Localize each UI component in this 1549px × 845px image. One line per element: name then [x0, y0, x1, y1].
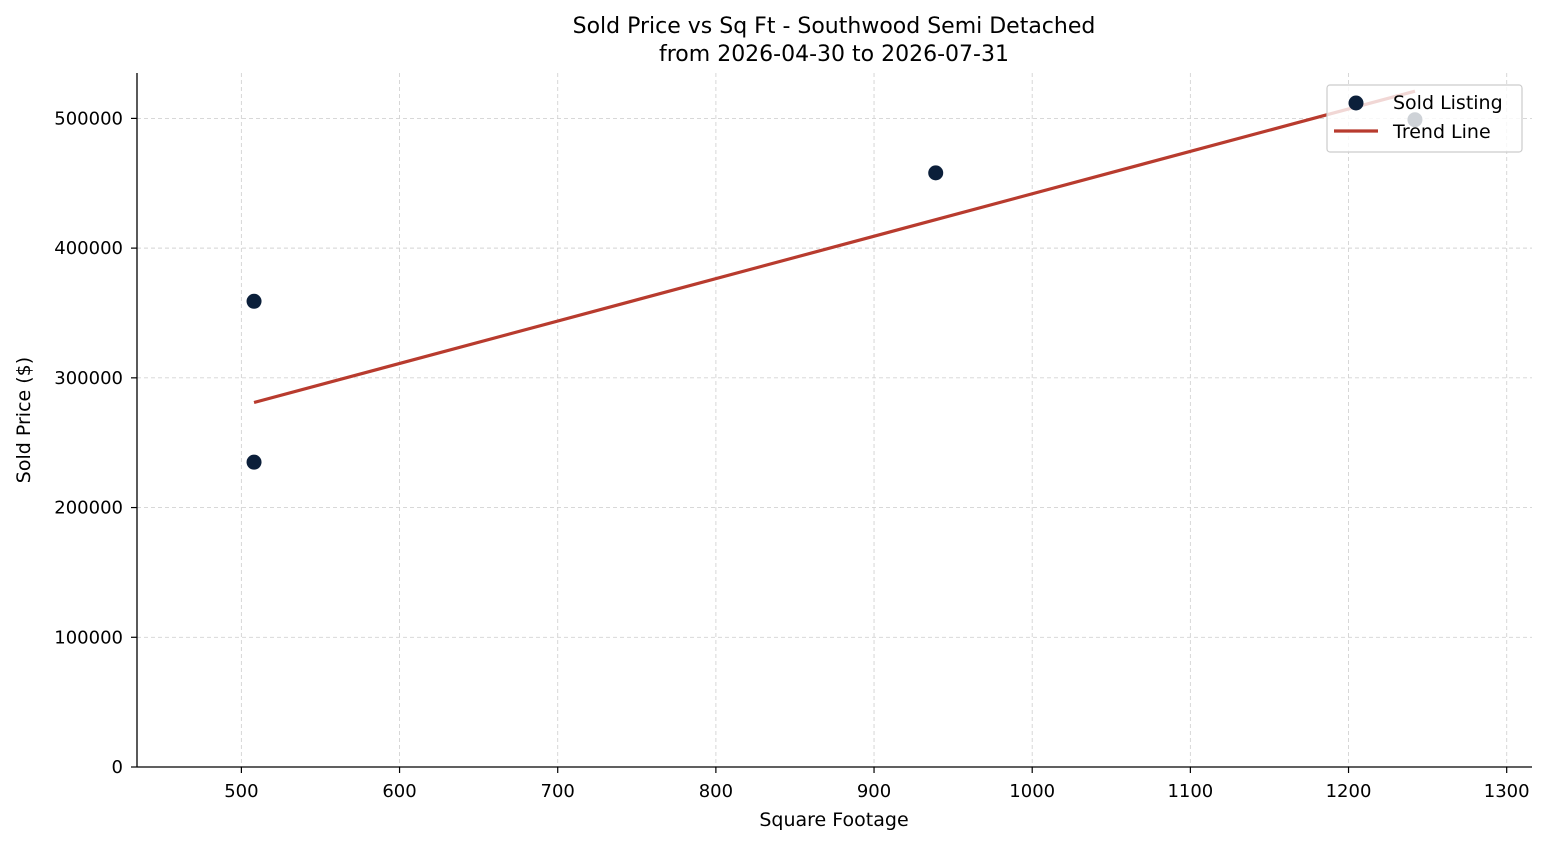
x-tick-label: 1000	[1009, 781, 1055, 802]
x-tick-label: 900	[857, 781, 891, 802]
x-axis-ticks: 500 600 700 800 900 1000 1100 1200 1300	[224, 767, 1530, 802]
legend: Sold Listing Trend Line	[1326, 84, 1523, 153]
y-tick-label: 300000	[54, 368, 123, 389]
sold-listing-point	[928, 165, 944, 181]
sold-listing-point	[246, 454, 262, 470]
y-tick-label: 0	[112, 757, 123, 778]
chart-title-line1: Sold Price vs Sq Ft - Southwood Semi Det…	[573, 14, 1096, 39]
x-tick-label: 600	[382, 781, 416, 802]
x-tick-label: 800	[699, 781, 733, 802]
trend-line-group	[253, 89, 1416, 405]
y-tick-label: 100000	[54, 627, 123, 648]
y-tick-label: 500000	[54, 108, 123, 129]
x-tick-label: 700	[541, 781, 575, 802]
sold-listing-point	[246, 293, 262, 309]
chart-title-line2: from 2026-04-30 to 2026-07-31	[659, 42, 1009, 67]
x-tick-label: 500	[224, 781, 258, 802]
y-tick-label: 400000	[54, 238, 123, 259]
legend-label-sold-listing: Sold Listing	[1393, 92, 1503, 114]
legend-marker-sold-listing	[1348, 95, 1364, 111]
y-tick-label: 200000	[54, 498, 123, 519]
y-axis-ticks: 0 100000 200000 300000 400000 500000	[54, 108, 137, 778]
legend-label-trend-line: Trend Line	[1392, 121, 1491, 143]
y-axis-label: Sold Price ($)	[13, 357, 35, 483]
x-axis-label: Square Footage	[759, 809, 908, 831]
x-tick-label: 1100	[1167, 781, 1213, 802]
axes	[136, 73, 1532, 768]
x-tick-label: 1200	[1326, 781, 1372, 802]
x-tick-label: 1300	[1484, 781, 1530, 802]
trend-line	[253, 89, 1416, 405]
legend-box	[1326, 84, 1523, 153]
